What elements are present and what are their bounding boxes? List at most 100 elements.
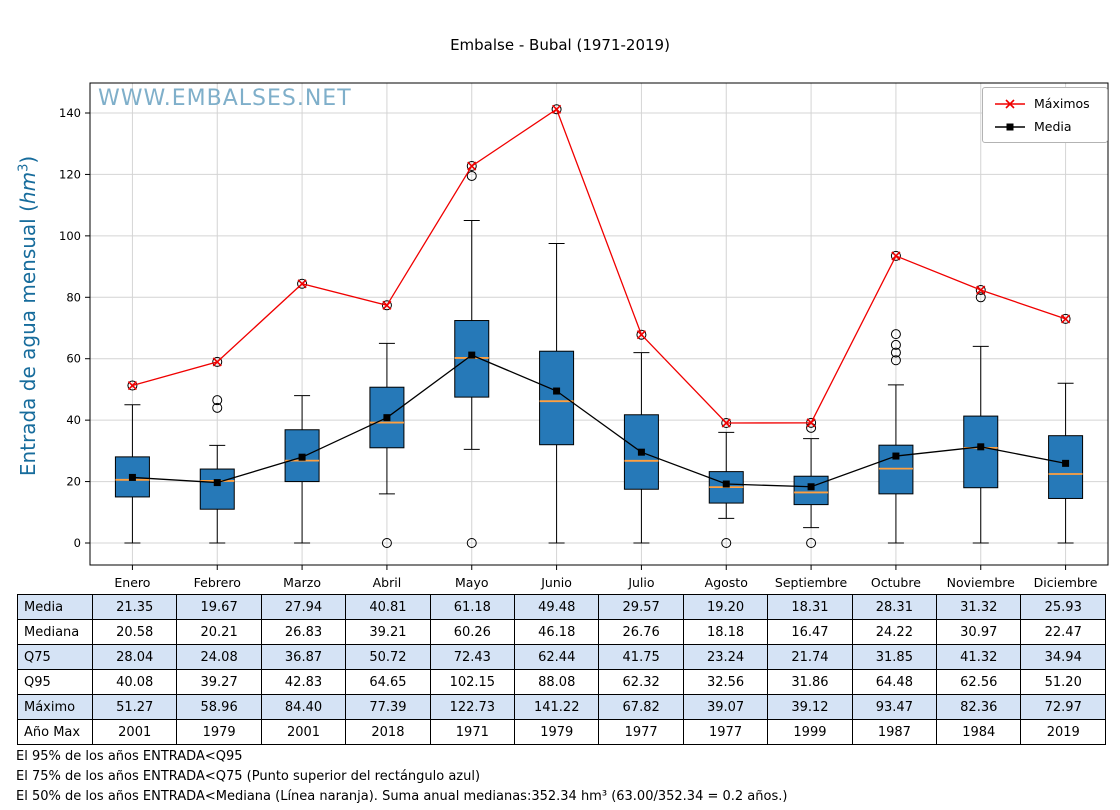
outlier-point — [975, 292, 986, 303]
table-cell: 29.57 — [598, 594, 684, 620]
y-axis-label: Entrada de agua mensual (hm3) — [16, 60, 40, 572]
x-tick-label: Febrero — [194, 575, 241, 590]
table-cell: 93.47 — [851, 694, 938, 720]
table-cell: 39.21 — [345, 619, 431, 645]
table-row: Q75 28.04 24.08 36.87 50.72 72.43 62.44 41.75 23… — [17, 644, 1106, 670]
table-cell: 42.83 — [260, 669, 347, 695]
media-marker — [722, 480, 730, 488]
maximos-marker — [636, 330, 646, 340]
table-cell: 25.93 — [1020, 594, 1106, 620]
y-tick-label: 20 — [66, 475, 81, 489]
table-cell: 61.18 — [429, 594, 516, 620]
outlier-point — [890, 339, 901, 350]
stats-table: Media 21.35 19.67 27.94 40.81 61.18 49.48 29.57… — [17, 594, 1106, 745]
y-tick-label: 120 — [59, 167, 81, 181]
table-row-label: Q75 — [17, 644, 93, 670]
outlier-point — [127, 380, 138, 391]
table-cell: 22.47 — [1020, 619, 1106, 645]
table-cell: 46.18 — [514, 619, 600, 645]
y-tick-label: 60 — [66, 352, 81, 366]
table-cell: 26.83 — [260, 619, 347, 645]
media-marker — [128, 473, 136, 481]
plot-area — [90, 83, 1108, 565]
box — [454, 320, 490, 398]
table-cell: 19.20 — [682, 594, 769, 620]
table-cell: 20.58 — [91, 619, 178, 645]
maximos-line — [132, 108, 1066, 424]
media-marker — [298, 453, 306, 461]
table-cell: 122.73 — [429, 694, 516, 720]
box — [539, 350, 575, 446]
table-cell: 39.27 — [176, 669, 262, 695]
table-cell: 1987 — [851, 719, 938, 745]
y-tick-label: 140 — [59, 106, 81, 120]
table-cell: 50.72 — [345, 644, 431, 670]
table-cell: 2001 — [260, 719, 347, 745]
footnote-q75: El 75% de los años ENTRADA<Q75 (Punto su… — [16, 769, 481, 784]
table-cell: 72.43 — [429, 644, 516, 670]
table-cell: 39.07 — [682, 694, 769, 720]
maximos-marker — [806, 418, 816, 428]
table-cell: 1979 — [514, 719, 600, 745]
media-marker — [807, 483, 815, 491]
outlier-point — [721, 538, 732, 548]
x-tick-label: Septiembre — [775, 575, 848, 590]
table-cell: 16.47 — [767, 619, 853, 645]
maximos-marker — [297, 279, 307, 289]
y-axis-label-suffix: ) — [16, 155, 40, 164]
legend: Máximos Media — [982, 87, 1108, 143]
maximos-marker — [891, 251, 901, 261]
y-axis-label-exponent: 3 — [16, 163, 32, 172]
box — [199, 468, 235, 510]
table-cell: 64.48 — [851, 669, 938, 695]
table-row: Media 21.35 19.67 27.94 40.81 61.18 49.48 29.57… — [17, 594, 1106, 620]
watermark: WWW.EMBALSES.NET — [98, 86, 352, 111]
table-cell: 1999 — [767, 719, 853, 745]
outlier-point — [890, 329, 901, 340]
x-tick-label: Noviembre — [947, 575, 1016, 590]
outlier-point — [551, 104, 562, 115]
table-cell: 62.44 — [514, 644, 600, 670]
legend-label-media: Media — [1034, 119, 1072, 134]
table-row-label: Media — [17, 594, 93, 620]
outlier-point — [381, 538, 392, 548]
chart-title: Embalse - Bubal (1971-2019) — [450, 36, 670, 54]
table-cell: 41.75 — [598, 644, 684, 670]
y-tick-label: 0 — [74, 536, 81, 550]
table-cell: 77.39 — [345, 694, 431, 720]
table-cell: 67.82 — [598, 694, 684, 720]
footnote-mediana: El 50% de los años ENTRADA<Mediana (Líne… — [16, 789, 788, 804]
media-marker — [637, 448, 645, 456]
maximos-marker — [1061, 314, 1071, 324]
table-cell: 1979 — [176, 719, 262, 745]
table-cell: 31.85 — [851, 644, 938, 670]
table-cell: 31.32 — [936, 594, 1022, 620]
box — [878, 444, 914, 495]
table-cell: 141.22 — [514, 694, 600, 720]
table-cell: 82.36 — [936, 694, 1022, 720]
outlier-point — [890, 250, 901, 261]
outlier-point — [297, 278, 308, 289]
table-cell: 72.97 — [1020, 694, 1106, 720]
footnote-q95: El 95% de los años ENTRADA<Q95 — [16, 749, 243, 764]
y-tick-label: 100 — [59, 229, 81, 243]
table-row-label: Mediana — [17, 619, 93, 645]
legend-entry-maximos: Máximos — [993, 96, 1097, 111]
media-line — [132, 354, 1066, 488]
table-cell: 1971 — [429, 719, 516, 745]
outlier-point — [212, 356, 223, 367]
table-cell: 20.21 — [176, 619, 262, 645]
table-cell: 28.31 — [851, 594, 938, 620]
x-tick-label: Julio — [627, 575, 654, 590]
table-cell: 41.32 — [936, 644, 1022, 670]
x-tick-label: Mayo — [455, 575, 489, 590]
table-row: Año Max 2001 1979 2001 2018 1971 1979 1977 1977 1… — [17, 719, 1106, 745]
maximos-marker — [976, 285, 986, 295]
table-cell: 34.94 — [1020, 644, 1106, 670]
table-cell: 84.40 — [260, 694, 347, 720]
x-tick-label: Abril — [373, 575, 402, 590]
table-cell: 1977 — [682, 719, 769, 745]
table-cell: 62.56 — [936, 669, 1022, 695]
x-tick-label: Marzo — [283, 575, 321, 590]
table-cell: 58.96 — [176, 694, 262, 720]
